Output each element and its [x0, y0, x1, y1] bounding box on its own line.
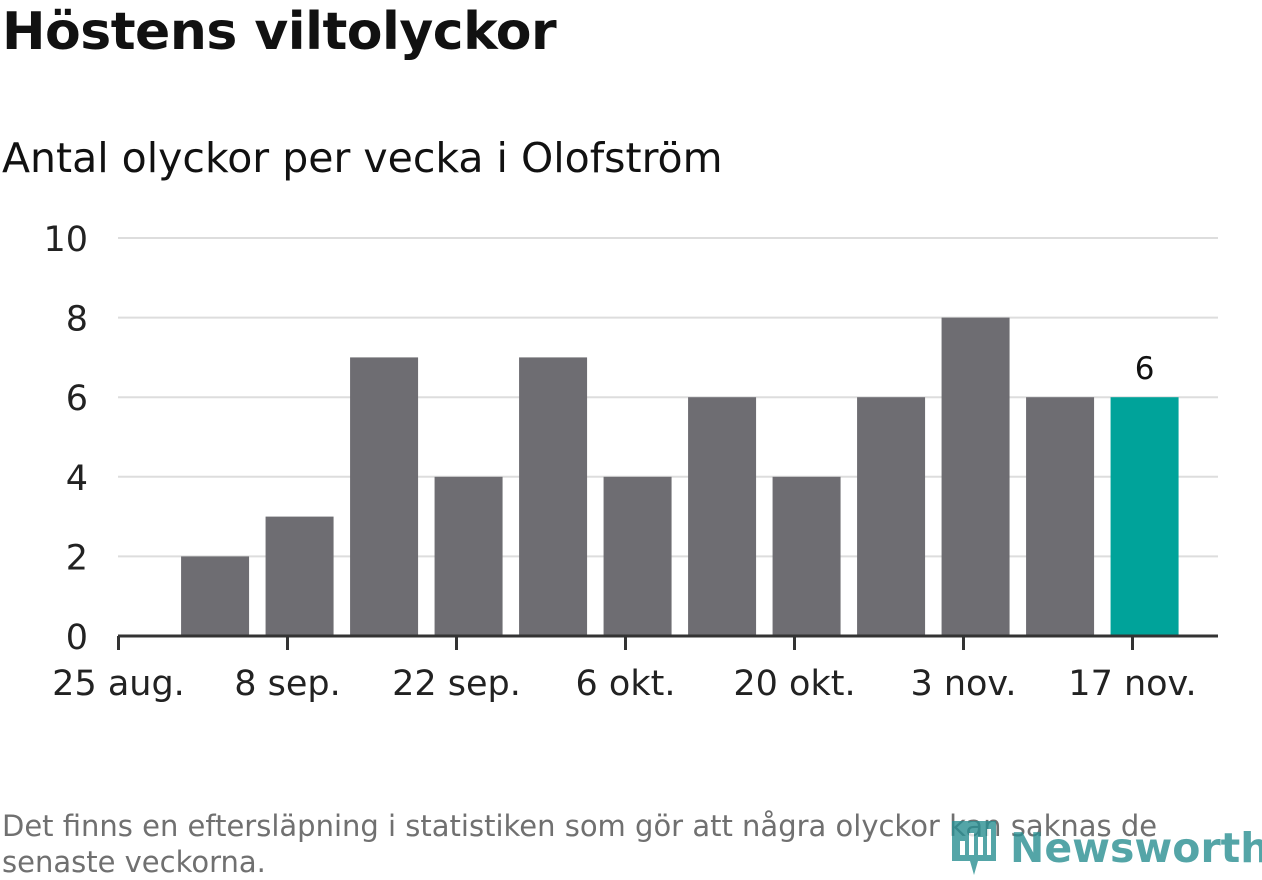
y-tick-label: 8 [66, 300, 88, 340]
x-tick-label: 20 okt. [733, 664, 855, 704]
x-tick-label: 25 aug. [52, 664, 185, 704]
newsworthy-logo-icon [952, 821, 996, 875]
x-axis [117, 634, 1218, 650]
bar [434, 476, 503, 636]
chart-subtitle: Antal olyckor per vecka i Olofström [2, 134, 723, 182]
y-tick-label: 4 [66, 459, 88, 499]
x-tick-label: 6 okt. [576, 664, 676, 704]
bar-chart: 0 2 4 6 8 10 25 aug. 8 sep. 22 sep. 6 okt. 20 okt… [43, 220, 1218, 704]
bar [350, 357, 419, 636]
bar [1110, 397, 1179, 636]
x-tick-label: 22 sep. [392, 664, 521, 704]
bar [265, 516, 334, 636]
y-tick-label: 0 [66, 618, 88, 658]
bar [603, 476, 672, 636]
x-tick-label: 8 sep. [234, 664, 341, 704]
bar [688, 397, 757, 636]
logo-text: Newsworthy [1010, 824, 1262, 872]
y-tick-label: 10 [43, 220, 88, 260]
bar [519, 357, 588, 636]
y-tick-label: 2 [66, 538, 88, 578]
x-tick-labels: 25 aug. 8 sep. 22 sep. 6 okt. 20 okt. 3 nov. 1… [52, 664, 1197, 704]
chart-title: Höstens viltolyckor [2, 2, 557, 62]
x-tick-label: 17 nov. [1068, 664, 1196, 704]
y-tick-labels: 0 2 4 6 8 10 [43, 220, 88, 658]
annotations: 6 [1135, 351, 1155, 387]
bars [181, 317, 1179, 636]
bar [857, 397, 926, 636]
newsworthy-logo: Newsworthy [950, 818, 1262, 878]
bar [772, 476, 841, 636]
bar [941, 317, 1010, 636]
x-tick-label: 3 nov. [910, 664, 1016, 704]
bar [1026, 397, 1095, 636]
y-tick-label: 6 [66, 379, 88, 419]
bar [181, 556, 250, 636]
data-label: 6 [1135, 351, 1155, 387]
